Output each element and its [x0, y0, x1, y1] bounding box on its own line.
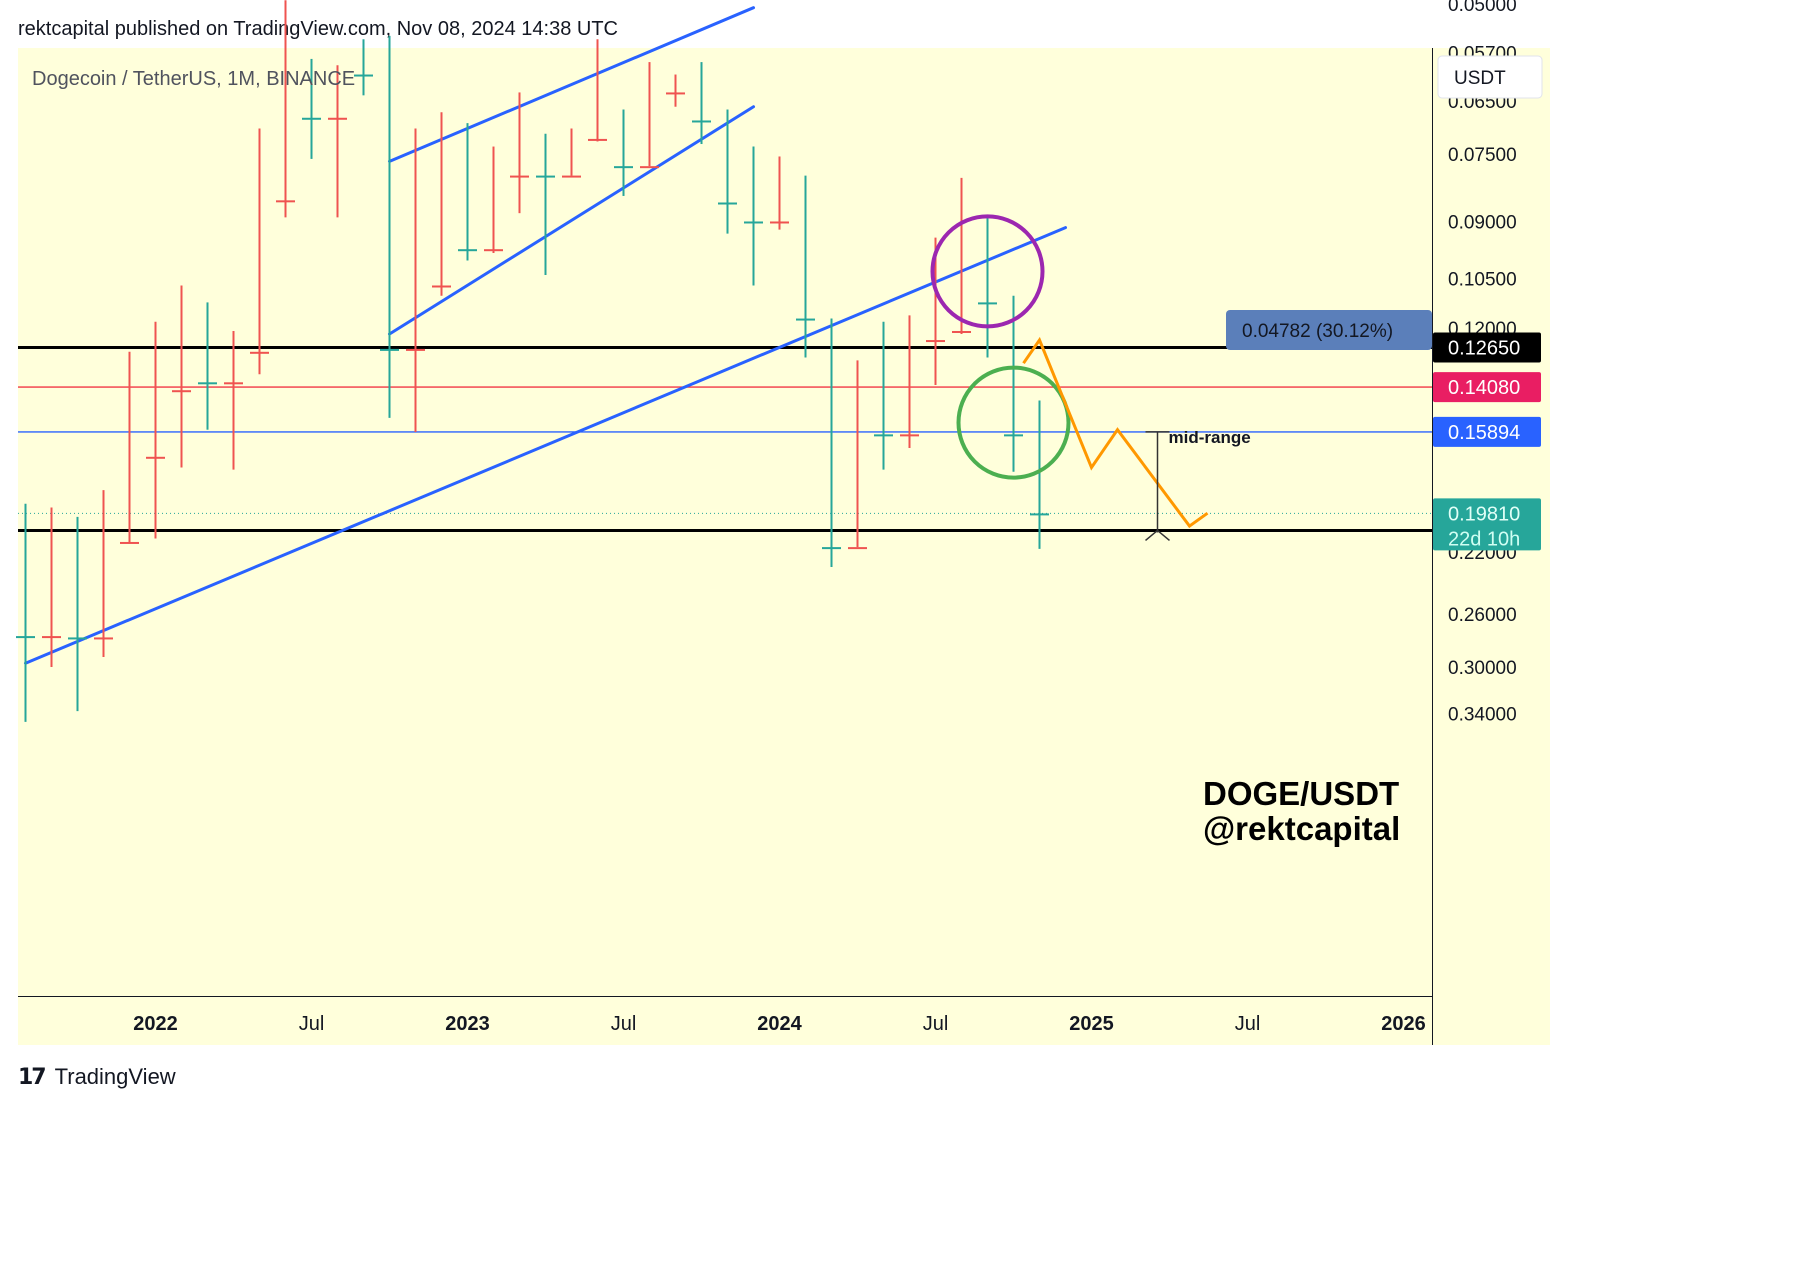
breakout-circle[interactable] — [956, 365, 1071, 480]
candle-body-2024-07[interactable] — [926, 340, 945, 343]
y-tick-label: 0.34000 — [1448, 704, 1517, 725]
candle-body-2022-10[interactable] — [380, 348, 399, 351]
candle-body-2022-07[interactable] — [302, 117, 321, 120]
y-tick-label: 0.30000 — [1448, 658, 1517, 679]
candle-body-2024-04[interactable] — [848, 547, 867, 550]
x-tick-label: 2025 — [1069, 1013, 1114, 1035]
x-tick-label: 2023 — [445, 1013, 490, 1035]
y-tick-label: 0.10500 — [1448, 270, 1517, 291]
y-tick-label: 0.09000 — [1448, 212, 1517, 233]
candle-body-2023-07[interactable] — [614, 166, 633, 169]
candle-body-2022-11[interactable] — [406, 348, 425, 351]
candle-body-2023-10[interactable] — [692, 120, 711, 123]
candle-body-2022-08[interactable] — [328, 117, 347, 120]
watermark-handle: @rektcapital — [1203, 810, 1400, 847]
candle-body-2023-11[interactable] — [718, 202, 737, 205]
trendline-1[interactable] — [24, 226, 1067, 665]
candle-body-2022-02[interactable] — [172, 390, 191, 393]
publisher-line: rektcapital published on TradingView.com… — [18, 18, 618, 40]
candle-body-2022-12[interactable] — [432, 285, 451, 288]
candle-body-2023-05[interactable] — [562, 175, 581, 178]
candle-body-2024-11[interactable] — [1030, 513, 1049, 516]
candle-body-2022-05[interactable] — [250, 351, 269, 354]
symbol-title: Dogecoin / TetherUS, 1M, BINANCE — [32, 68, 355, 90]
trendline-3[interactable] — [388, 6, 755, 163]
price-badge-0.19810[interactable] — [1433, 498, 1541, 551]
candle-body-2021-09[interactable] — [42, 636, 61, 639]
y-tick-label: 0.05000 — [1448, 0, 1517, 16]
measure-arrow-icon — [1145, 529, 1170, 542]
countdown-label: 22d 10h — [1448, 528, 1520, 550]
time-axis-background — [18, 997, 1432, 1045]
price-badge-label: 0.19810 — [1448, 503, 1520, 525]
x-tick-label: Jul — [611, 1013, 637, 1035]
candle-body-2023-01[interactable] — [458, 249, 477, 252]
tradingview-brand[interactable]: TradingView — [54, 1064, 176, 1089]
candle-body-2024-09[interactable] — [978, 302, 997, 305]
candle-body-2023-02[interactable] — [484, 249, 503, 252]
watermark-pair: DOGE/USDT — [1203, 775, 1399, 812]
price-badge-0.12650[interactable] — [1433, 332, 1541, 363]
price-chart[interactable]: mid-range 0.04782 (30.12%) 0.34000 0.30000… — [0, 0, 1568, 1100]
candle-body-2023-12[interactable] — [744, 221, 763, 224]
currency-button-label: USDT — [1454, 68, 1506, 89]
y-tick-label: 0.07500 — [1448, 145, 1517, 166]
candle-body-2022-03[interactable] — [198, 382, 217, 385]
candle-body-2022-01[interactable] — [146, 456, 165, 459]
candle-body-2021-11[interactable] — [94, 637, 113, 640]
candle-body-2024-05[interactable] — [874, 434, 893, 437]
currency-button[interactable] — [1437, 55, 1543, 99]
candle-body-2024-10[interactable] — [1004, 434, 1023, 437]
price-badge-label: 0.15894 — [1448, 422, 1520, 444]
trendline-2[interactable] — [388, 105, 755, 336]
measure-label: 0.04782 (30.12%) — [1242, 321, 1393, 342]
mid-range-label: mid-range — [1169, 428, 1251, 447]
price-badge-label: 0.12650 — [1448, 337, 1520, 359]
footer: 17 TradingView — [18, 1062, 176, 1092]
candle-body-2024-01[interactable] — [770, 221, 789, 224]
x-tick-label: Jul — [923, 1013, 949, 1035]
candle-body-2023-06[interactable] — [588, 138, 607, 141]
price-badge-0.15894[interactable] — [1433, 416, 1541, 447]
candle-body-2021-10[interactable] — [68, 637, 87, 640]
x-tick-label: Jul — [299, 1013, 325, 1035]
candle-body-2024-03[interactable] — [822, 547, 841, 550]
candle-body-2024-08[interactable] — [952, 330, 971, 333]
candle-body-2023-03[interactable] — [510, 175, 529, 178]
candle-body-2021-12[interactable] — [120, 541, 139, 544]
x-tick-label: 2022 — [133, 1013, 178, 1035]
x-tick-label: 2024 — [757, 1013, 802, 1035]
candle-body-2022-04[interactable] — [224, 382, 243, 385]
candle-body-2024-02[interactable] — [796, 318, 815, 321]
candle-body-2024-06[interactable] — [900, 434, 919, 437]
retest-circle[interactable] — [930, 214, 1045, 329]
y-tick-label: 0.26000 — [1448, 605, 1517, 626]
tradingview-logo-icon[interactable]: 17 — [18, 1064, 47, 1090]
x-tick-label: 2026 — [1381, 1013, 1426, 1035]
candle-body-2022-06[interactable] — [276, 200, 295, 203]
measure-badge[interactable] — [1226, 310, 1432, 350]
candle-body-2022-09[interactable] — [354, 74, 373, 77]
plot-background — [18, 48, 1432, 996]
x-tick-label: Jul — [1235, 1013, 1261, 1035]
price-badge-0.14080[interactable] — [1433, 372, 1541, 403]
price-badge-label: 0.14080 — [1448, 377, 1520, 399]
candle-body-2023-09[interactable] — [666, 92, 685, 95]
candle-body-2023-04[interactable] — [536, 175, 555, 178]
projection-path[interactable] — [1022, 336, 1209, 529]
candle-body-2021-08[interactable] — [16, 636, 35, 639]
candle-body-2023-08[interactable] — [640, 166, 659, 169]
